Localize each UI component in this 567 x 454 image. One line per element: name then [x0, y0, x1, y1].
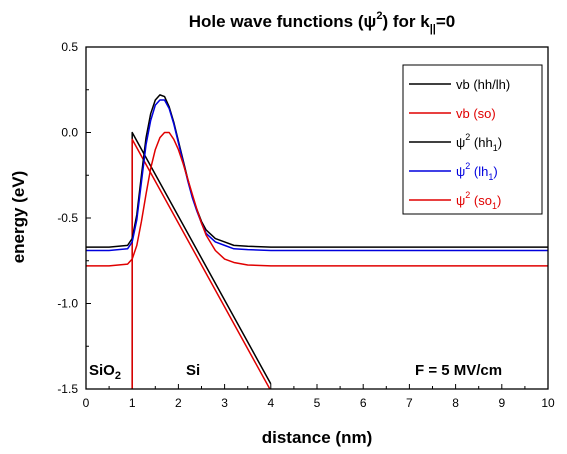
- legend-label-1: vb (so): [456, 106, 496, 121]
- x-axis-title: distance (nm): [262, 428, 373, 447]
- y-tick-label-3: -1.0: [57, 297, 78, 311]
- annotation-sio2: SiO2: [89, 362, 121, 382]
- annotation-si: Si: [186, 362, 200, 379]
- title-psi: ψ: [364, 12, 377, 31]
- y-tick-label-4: -1.5: [57, 382, 78, 396]
- y-tick-label-2: -0.5: [57, 211, 78, 225]
- annotation-field: F = 5 MV/cm: [415, 362, 502, 379]
- legend: vb (hh/lh) vb (so) ψ2 (hh1) ψ2 (lh1) ψ2 (so1…: [402, 64, 543, 215]
- x-tick-label-3: 3: [221, 396, 228, 410]
- series-line-4: [86, 131, 548, 267]
- y-tick-label-1: 0.0: [61, 126, 78, 140]
- annotation-sio2-sub: 2: [115, 370, 121, 382]
- x-tick-label-7: 7: [406, 396, 413, 410]
- series-line-0: [131, 131, 272, 389]
- x-tick-label-5: 5: [314, 396, 321, 410]
- title-sub: ||: [430, 23, 436, 35]
- series-line-1: [131, 138, 271, 389]
- title-main: Hole wave functions (: [189, 12, 364, 31]
- legend-label-0: vb (hh/lh): [456, 77, 510, 92]
- y-tick-label-0: 0.5: [61, 40, 78, 54]
- title-sup: 2: [376, 10, 382, 22]
- x-tick-label-1: 1: [129, 396, 136, 410]
- legend-label-4: ψ2 (so1): [456, 190, 501, 211]
- x-tick-label-0: 0: [83, 396, 90, 410]
- legend-label-3: ψ2 (lh1): [456, 161, 498, 182]
- x-tick-label-10: 10: [541, 396, 555, 410]
- chart-title: Hole wave functions (ψ2) for k||=0: [189, 10, 455, 35]
- x-tick-label-2: 2: [175, 396, 182, 410]
- x-tick-label-8: 8: [452, 396, 459, 410]
- x-tick-label-9: 9: [498, 396, 505, 410]
- title-end: =0: [436, 12, 455, 31]
- legend-label-2: ψ2 (hh1): [456, 132, 502, 153]
- legend-items: vb (hh/lh) vb (so) ψ2 (hh1) ψ2 (lh1) ψ2 (so1…: [409, 77, 510, 211]
- annotation-sio2-main: SiO: [89, 362, 115, 379]
- title-mid: ) for k: [382, 12, 430, 31]
- x-tick-label-4: 4: [267, 396, 274, 410]
- series-layer: [86, 94, 548, 389]
- plot-frame: [85, 46, 549, 390]
- y-axis-title: energy (eV): [9, 171, 28, 264]
- legend-box: [402, 64, 543, 215]
- series-line-3: [86, 99, 548, 252]
- x-tick-label-6: 6: [360, 396, 367, 410]
